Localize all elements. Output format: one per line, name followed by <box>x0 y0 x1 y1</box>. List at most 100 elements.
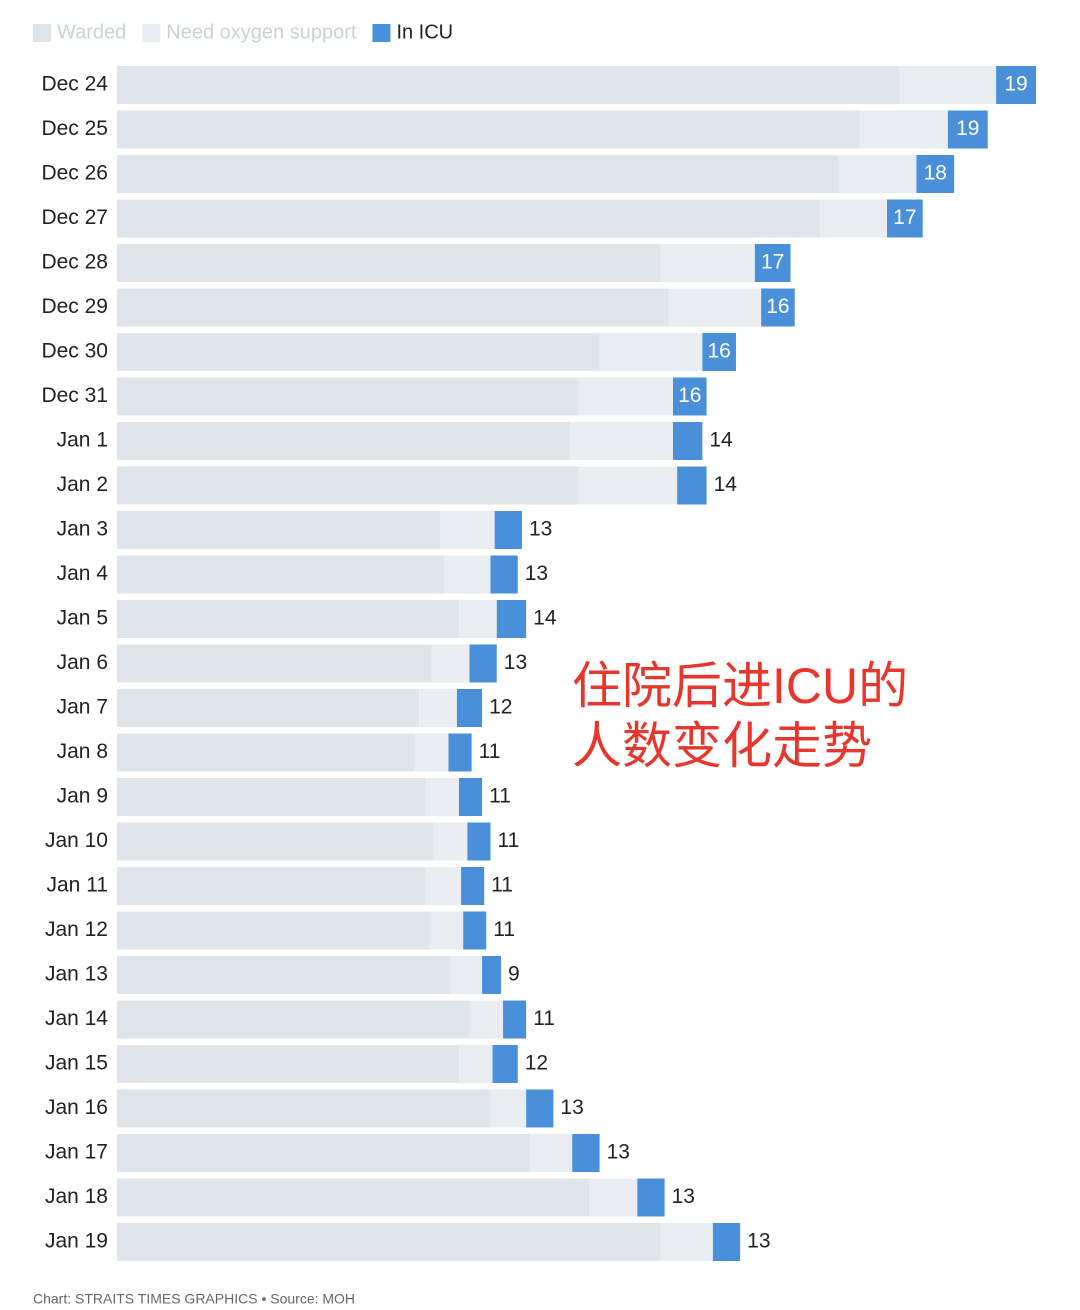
value-label: 13 <box>672 1185 695 1208</box>
bar-segment <box>492 1045 518 1083</box>
y-tick-label: Jan 14 <box>45 1007 108 1030</box>
y-tick-label: Dec 26 <box>41 162 108 185</box>
y-tick-label: Jan 2 <box>57 473 108 496</box>
bar-segment <box>503 1000 527 1039</box>
bar-segment <box>482 956 501 994</box>
y-tick-label: Jan 12 <box>45 918 108 941</box>
bar-segment <box>117 689 420 727</box>
bar-segment <box>572 1134 600 1172</box>
bar-segment <box>668 288 762 327</box>
value-label: 16 <box>766 295 789 318</box>
bar-segment <box>448 733 472 772</box>
y-tick-label: Jan 16 <box>45 1096 108 1119</box>
bar-segment <box>859 110 948 149</box>
value-label: 12 <box>525 1052 548 1075</box>
bar-segment <box>444 555 491 594</box>
bar-segment <box>429 911 464 950</box>
y-tick-label: Jan 17 <box>45 1141 108 1164</box>
bar-segment <box>459 778 483 816</box>
annotation: 人数变化走势 <box>572 718 872 774</box>
bar-segment <box>660 244 755 282</box>
bar-segment <box>461 867 485 905</box>
bar-segment <box>887 199 923 238</box>
bar-segment <box>117 778 426 816</box>
y-tick-label: Jan 8 <box>57 740 108 763</box>
bar-segment <box>526 1089 554 1128</box>
bar-segment <box>599 333 703 371</box>
bar-segment <box>117 422 571 460</box>
bar-segment <box>712 1223 741 1261</box>
y-tick-label: Dec 27 <box>41 206 108 229</box>
y-tick-label: Jan 10 <box>45 829 108 852</box>
y-tick-label: Jan 1 <box>57 429 108 452</box>
y-tick-label: Dec 24 <box>41 73 108 96</box>
y-tick-label: Jan 9 <box>57 785 108 808</box>
y-tick-label: Dec 28 <box>41 251 108 274</box>
value-label: 14 <box>533 607 557 630</box>
legend-label: In ICU <box>396 21 453 43</box>
bar-segment <box>459 1045 493 1083</box>
y-tick-label: Dec 29 <box>41 295 108 318</box>
bar-segment <box>117 733 415 772</box>
bar-segment <box>117 377 579 416</box>
bar-segment <box>490 1089 527 1128</box>
bar-segment <box>419 689 457 727</box>
y-tick-label: Jan 5 <box>57 607 108 630</box>
bar-segment <box>117 110 860 149</box>
value-label: 18 <box>924 162 947 185</box>
value-label: 17 <box>893 206 916 229</box>
bar-segment <box>819 199 888 238</box>
bar-segment <box>838 155 917 193</box>
bar-segment <box>490 555 518 594</box>
value-label: 19 <box>956 117 979 140</box>
bar-segment <box>899 66 997 104</box>
bar-segment <box>117 244 661 282</box>
y-tick-label: Jan 3 <box>57 518 108 541</box>
bar-segment <box>754 244 791 282</box>
value-label: 14 <box>714 473 738 496</box>
bar-segment <box>433 822 468 861</box>
value-label: 17 <box>761 251 784 274</box>
value-label: 11 <box>533 1007 555 1030</box>
annotation: 住院后进ICU的 <box>572 658 908 714</box>
footer: Chart: STRAITS TIMES GRAPHICS • Source: … <box>33 1291 355 1307</box>
bar-segment <box>117 199 820 238</box>
bar-segment <box>637 1178 665 1217</box>
bar-segment <box>570 422 674 460</box>
y-tick-label: Dec 31 <box>41 384 108 407</box>
y-tick-label: Dec 25 <box>41 117 108 140</box>
value-label: 9 <box>508 963 520 986</box>
value-label: 13 <box>747 1230 770 1253</box>
bar-segment <box>117 288 669 327</box>
bar-segment <box>117 822 434 861</box>
bar-segment <box>660 1223 713 1261</box>
bar-segment <box>431 644 470 683</box>
bar-segment <box>677 466 707 505</box>
bar-segment <box>578 377 674 416</box>
value-label: 16 <box>707 340 730 363</box>
y-tick-label: Jan 11 <box>47 874 109 897</box>
bar-segment <box>469 1000 504 1039</box>
bar-segment <box>425 867 462 905</box>
y-tick-label: Jan 7 <box>57 696 108 719</box>
bar-segment <box>117 333 600 371</box>
value-label: 13 <box>504 651 527 674</box>
legend-label: Warded <box>57 21 126 43</box>
legend-swatch <box>33 24 51 42</box>
bar-segment <box>117 1134 531 1172</box>
y-tick-label: Jan 4 <box>57 562 109 585</box>
bar-segment <box>578 466 678 505</box>
y-tick-label: Jan 6 <box>57 651 108 674</box>
bar-segment <box>117 644 432 683</box>
value-label: 11 <box>489 785 511 808</box>
bar-segment <box>117 956 451 994</box>
bar-segment <box>494 511 522 549</box>
value-label: 13 <box>560 1096 583 1119</box>
y-tick-label: Jan 19 <box>45 1230 108 1253</box>
bar-segment <box>947 110 988 149</box>
bar-segment <box>117 1000 470 1039</box>
value-label: 11 <box>479 740 501 763</box>
bar-segment <box>530 1134 573 1172</box>
y-tick-label: Dec 30 <box>41 340 108 363</box>
value-label: 13 <box>529 518 552 541</box>
